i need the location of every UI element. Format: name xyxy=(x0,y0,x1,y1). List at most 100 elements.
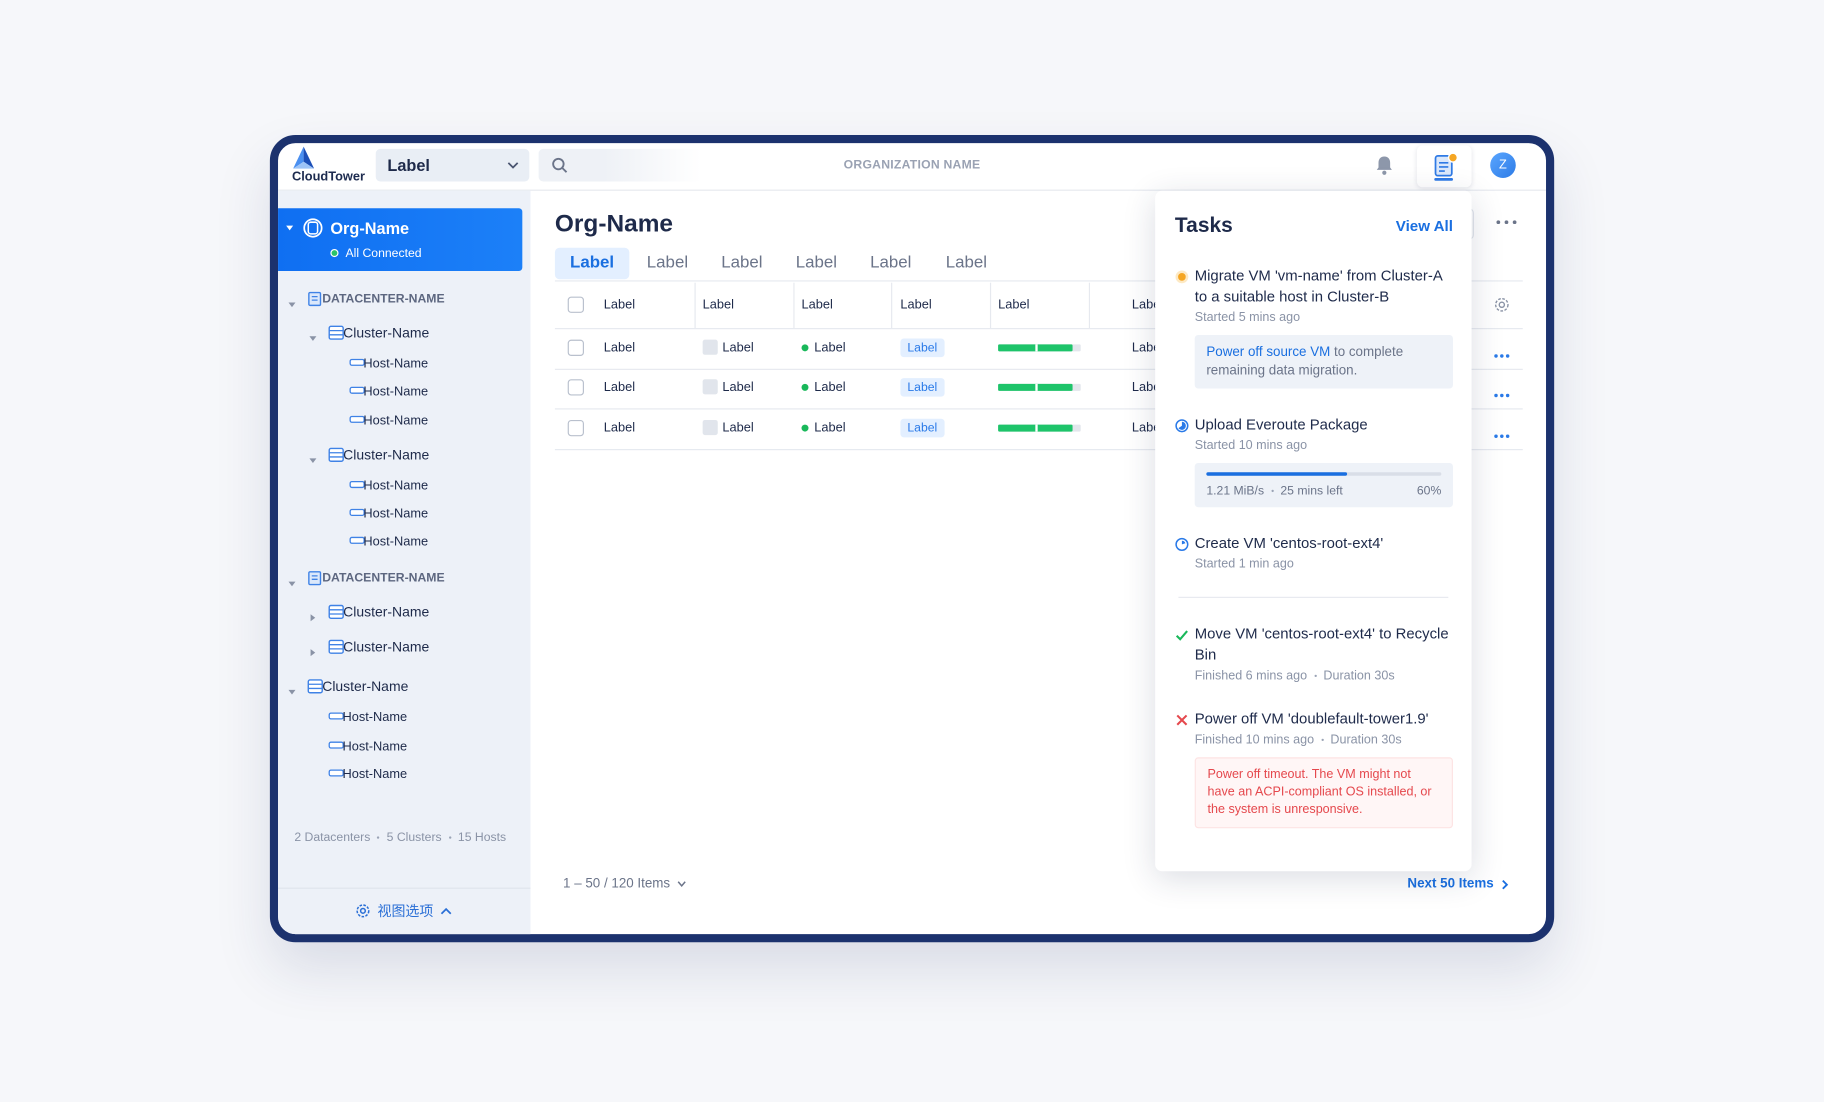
shape xyxy=(1500,354,1504,358)
tab[interactable]: Label xyxy=(646,253,689,273)
search[interactable] xyxy=(538,148,702,182)
shape xyxy=(309,336,317,341)
shape xyxy=(310,614,316,622)
tree-host[interactable]: Host-Name xyxy=(278,531,530,554)
shape xyxy=(293,161,315,169)
tree-host[interactable]: Host-Name xyxy=(278,502,530,525)
more-button[interactable] xyxy=(1495,219,1518,226)
cell-text: Label xyxy=(722,421,754,436)
shape xyxy=(329,644,344,650)
bell[interactable] xyxy=(1375,155,1394,176)
tree-icon xyxy=(329,710,345,726)
tab[interactable]: Label xyxy=(721,253,763,273)
tree-host[interactable]: Host-Name xyxy=(278,409,530,432)
tree-host[interactable]: Host-Name xyxy=(278,735,530,758)
tree-label: Cluster-Name xyxy=(322,678,409,695)
shape xyxy=(1175,630,1188,641)
task[interactable]: Create VM 'centos-root-ext4' Started 1 mi… xyxy=(1155,533,1471,571)
table-settings[interactable] xyxy=(1494,297,1510,313)
shape xyxy=(311,296,318,301)
tree-label: DATACENTER-NAME xyxy=(322,571,445,586)
task-icon xyxy=(1175,418,1189,433)
tree-cluster[interactable]: Cluster-Name xyxy=(278,321,530,344)
task[interactable]: Migrate VM 'vm-name' from Cluster-A to a… xyxy=(1155,265,1471,389)
shape xyxy=(310,614,316,622)
tree-host[interactable]: Host-Name xyxy=(278,706,530,729)
tree-icon xyxy=(349,384,366,400)
tree-host[interactable]: Host-Name xyxy=(278,381,530,404)
row-line xyxy=(554,280,1523,282)
shape xyxy=(329,740,345,749)
meta-item: Finished 6 mins ago xyxy=(1194,668,1308,683)
shape xyxy=(329,609,344,615)
next-label: Next 50 Items xyxy=(1407,877,1494,892)
tab[interactable]: Label xyxy=(554,247,630,280)
shape xyxy=(349,358,366,366)
tasks-button[interactable] xyxy=(1416,145,1472,188)
chevron xyxy=(677,881,686,888)
tab[interactable]: Label xyxy=(870,253,912,273)
shape xyxy=(307,221,319,235)
tree-label: Cluster-Name xyxy=(343,603,430,621)
tree-cluster[interactable]: Cluster-Name xyxy=(278,600,530,623)
tree-icon xyxy=(328,446,344,462)
shape xyxy=(288,302,296,308)
shape xyxy=(1494,297,1509,312)
shape xyxy=(1439,162,1449,172)
cell-square xyxy=(702,419,718,436)
row-more[interactable] xyxy=(1494,384,1510,405)
tree-cluster[interactable]: Cluster-Name xyxy=(278,675,530,698)
tree-host[interactable]: Host-Name xyxy=(278,763,530,786)
tree-icon xyxy=(307,678,323,694)
task[interactable]: Upload Everoute Package Started 10 mins a… xyxy=(1155,414,1471,508)
shape xyxy=(349,508,366,516)
row-line xyxy=(554,368,1523,370)
tree-icon xyxy=(329,738,345,754)
org-card[interactable]: Org-Name All Connected xyxy=(278,208,523,272)
tree-icon xyxy=(349,534,366,550)
tree-cluster[interactable]: Cluster-Name xyxy=(278,635,530,658)
cell-text: Label xyxy=(814,340,846,355)
tree-icon xyxy=(349,412,366,428)
shape xyxy=(308,571,322,586)
tree: DATACENTER-NAME Cluster-Name Host-Name Host… xyxy=(278,191,530,819)
tree-cluster[interactable]: Cluster-Name xyxy=(278,443,530,466)
row-more[interactable] xyxy=(1494,344,1510,365)
tab[interactable]: Label xyxy=(795,253,837,273)
tab[interactable]: Label xyxy=(945,253,988,273)
shape xyxy=(308,291,322,307)
row-line xyxy=(554,408,1523,410)
avatar[interactable]: Z xyxy=(1490,152,1516,178)
tree-host[interactable]: Host-Name xyxy=(278,352,530,375)
shape xyxy=(329,712,345,720)
row-more[interactable] xyxy=(1494,425,1510,446)
checkbox[interactable] xyxy=(567,379,584,396)
selector[interactable]: Label xyxy=(375,148,530,182)
view-all[interactable]: View All xyxy=(1395,216,1453,235)
tree-dc[interactable]: DATACENTER-NAME xyxy=(278,287,530,310)
task[interactable]: Power off VM 'doublefault-tower1.9' Finis… xyxy=(1155,708,1471,829)
shape xyxy=(677,881,686,888)
usage-gap xyxy=(1035,344,1038,352)
tree-host[interactable]: Host-Name xyxy=(278,474,530,497)
arrow xyxy=(286,225,294,231)
note-link[interactable]: Power off source VM xyxy=(1206,345,1331,360)
task-meta: Started 1 min ago xyxy=(1195,557,1453,571)
column-header: Label xyxy=(603,297,636,312)
next-page[interactable]: Next 50 Items xyxy=(1407,877,1509,892)
tree-label: Cluster-Name xyxy=(343,446,430,463)
checkbox[interactable] xyxy=(567,296,584,313)
shape xyxy=(356,904,370,918)
meta-item: Finished 10 mins ago xyxy=(1194,732,1315,747)
tree-dc[interactable]: DATACENTER-NAME xyxy=(278,567,530,590)
tree-icon xyxy=(328,604,344,620)
shape xyxy=(328,605,344,620)
shape xyxy=(507,162,519,169)
checkbox[interactable] xyxy=(567,419,584,437)
shape xyxy=(308,571,322,586)
pagination[interactable]: 1 – 50 / 120 Items xyxy=(563,877,686,891)
speed: 1.21 MiB/s xyxy=(1206,483,1265,498)
task[interactable]: Move VM 'centos-root-ext4' to Recycle Bi… xyxy=(1155,624,1471,683)
checkbox[interactable] xyxy=(567,339,584,356)
view-options[interactable]: 视图选项 xyxy=(355,901,452,921)
